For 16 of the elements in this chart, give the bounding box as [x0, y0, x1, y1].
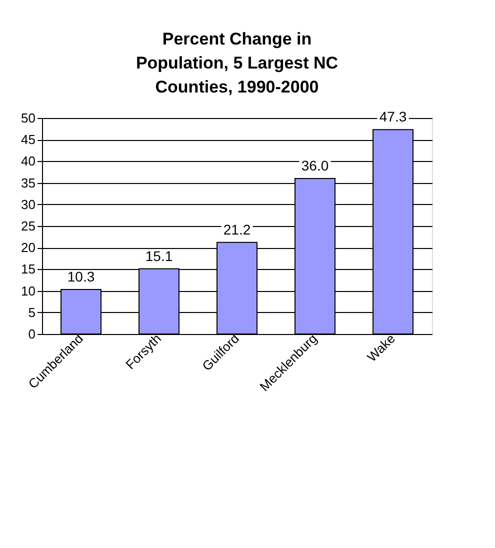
y-tick-label: 25: [21, 218, 36, 234]
y-tick-label: 20: [21, 240, 36, 256]
y-tick-label: 35: [21, 175, 36, 190]
y-tick-label: 10: [21, 283, 36, 298]
chart-title: Percent Change in Population, 5 Largest NC Counties, 1990-2000: [136, 30, 338, 97]
y-tick-label: 50: [21, 110, 36, 126]
data-label: 21.2: [223, 221, 251, 238]
y-tick-label: 30: [21, 196, 36, 212]
y-tick-label: 45: [21, 132, 36, 148]
data-label: 47.3: [379, 108, 407, 125]
y-tick-label: 15: [21, 262, 36, 277]
data-label: 15.1: [145, 248, 173, 264]
data-label: 10.3: [67, 268, 95, 285]
data-label: 36.0: [301, 157, 329, 174]
y-tick-label: 40: [21, 154, 36, 169]
y-tick-label: 5: [28, 304, 36, 320]
